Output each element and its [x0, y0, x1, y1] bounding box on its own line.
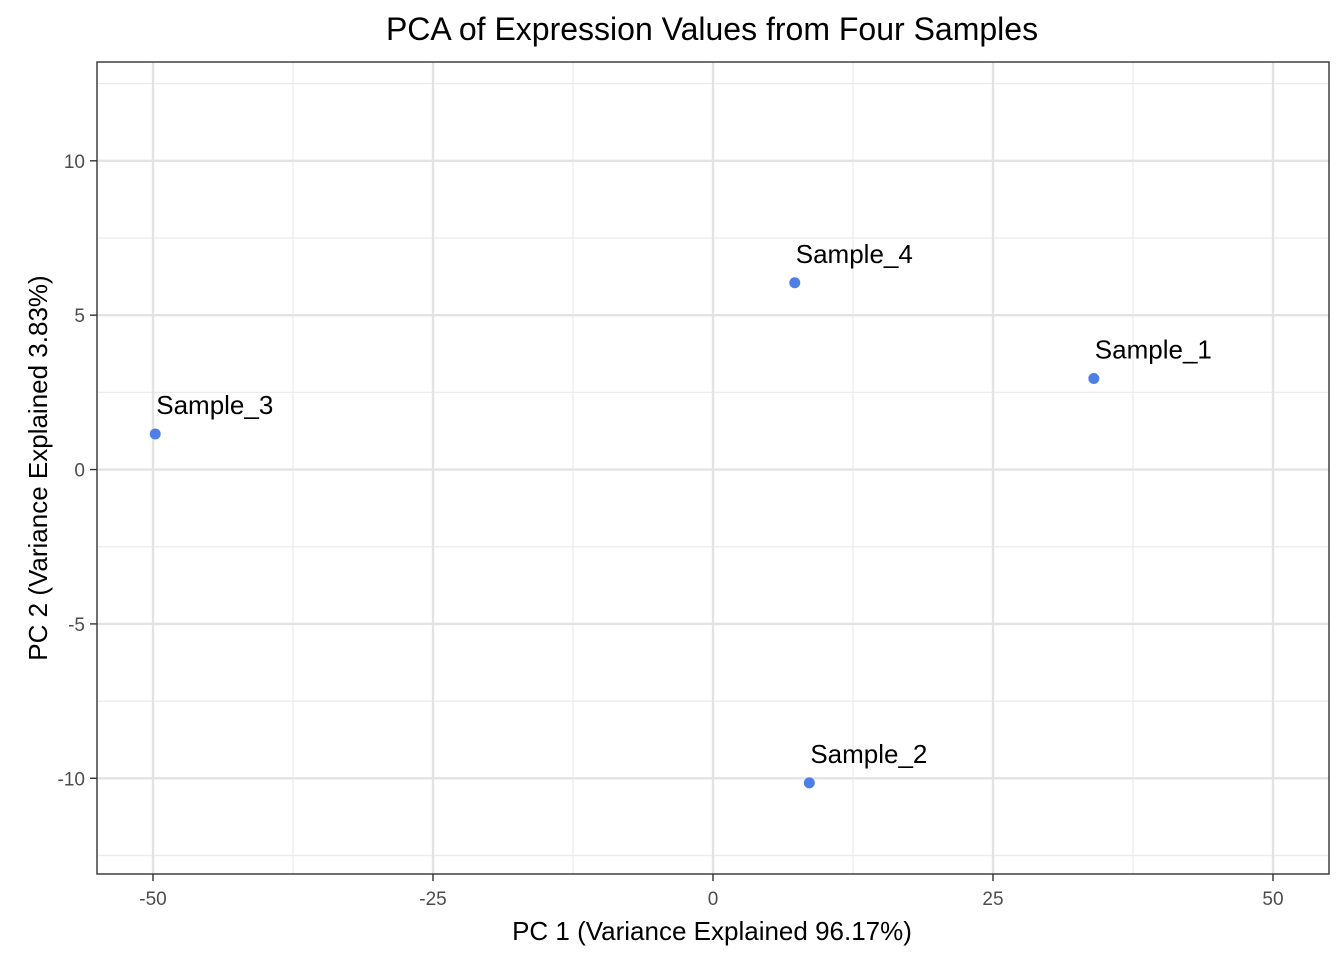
- x-axis-title: PC 1 (Variance Explained 96.17%): [512, 916, 912, 946]
- point-label: Sample_3: [156, 390, 273, 420]
- grid: [97, 62, 1329, 874]
- data-point: [1088, 372, 1100, 384]
- x-tick-label: 25: [982, 889, 1003, 910]
- y-axis-title: PC 2 (Variance Explained 3.83%): [23, 275, 53, 660]
- y-tick-label: 10: [64, 152, 85, 173]
- x-tick-label: 0: [708, 889, 719, 910]
- data-point: [149, 428, 161, 440]
- x-tick-label: -50: [139, 889, 166, 910]
- point-label: Sample_4: [796, 239, 913, 269]
- x-tick-label: -25: [419, 889, 446, 910]
- y-tick-label: -5: [68, 615, 85, 636]
- y-tick-label: 0: [74, 461, 85, 482]
- chart-title: PCA of Expression Values from Four Sampl…: [386, 11, 1038, 47]
- point-label: Sample_1: [1095, 334, 1212, 364]
- y-tick-label: 5: [74, 306, 85, 327]
- point-label: Sample_2: [810, 739, 927, 769]
- data-point: [789, 277, 801, 289]
- y-tick-label: -10: [58, 769, 85, 790]
- points: Sample_1 Sample_2 Sample_3 Sample_4: [149, 239, 1212, 789]
- data-point: [803, 777, 815, 789]
- x-tick-label: 50: [1262, 889, 1283, 910]
